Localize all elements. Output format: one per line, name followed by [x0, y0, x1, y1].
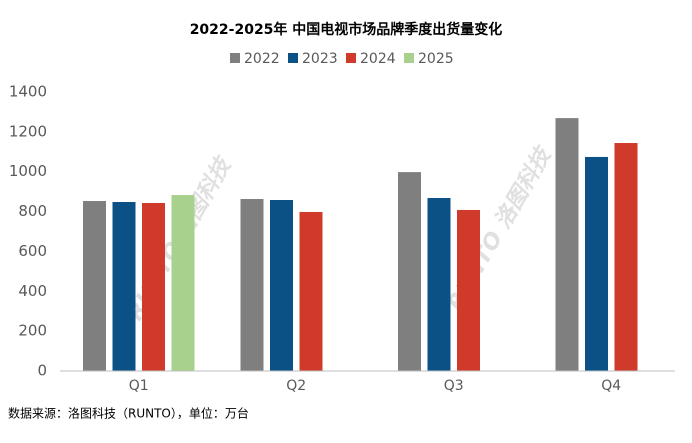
y-tick-label: 1200 [9, 122, 47, 140]
y-tick-label: 1000 [9, 162, 47, 180]
x-tick-label: Q1 [129, 378, 149, 394]
legend-swatch [404, 53, 414, 63]
y-tick-label: 800 [18, 202, 47, 220]
bar [299, 211, 323, 371]
legend-swatch [230, 53, 240, 63]
bar [240, 199, 264, 371]
x-tick-label: Q2 [286, 378, 306, 394]
bar [270, 200, 293, 371]
legend-swatch [288, 53, 298, 63]
y-tick-label: 0 [37, 362, 47, 380]
bar [555, 118, 579, 371]
legend-label: 2024 [360, 51, 396, 67]
bar [142, 203, 165, 371]
bar [614, 143, 638, 371]
y-tick-label: 200 [18, 322, 47, 340]
bar [457, 209, 480, 371]
y-tick-label: 600 [18, 242, 47, 260]
legend-swatch [346, 53, 356, 63]
source-note: 数据来源：洛图科技（RUNTO），单位：万台 [8, 406, 249, 421]
y-tick-label: 400 [18, 282, 47, 300]
legend-label: 2022 [244, 51, 280, 67]
legend-label: 2023 [302, 51, 338, 67]
bar [398, 172, 421, 371]
x-tick-label: Q3 [444, 378, 464, 394]
legend-label: 2025 [418, 51, 454, 67]
bar [171, 195, 195, 371]
x-tick-label: Q4 [601, 378, 621, 394]
bar [427, 198, 451, 371]
bar [585, 156, 608, 371]
chart-title: 2022-2025年 中国电视市场品牌季度出货量变化 [190, 21, 503, 38]
bar [112, 202, 136, 371]
y-tick-label: 1400 [9, 83, 47, 101]
bar [83, 201, 106, 371]
